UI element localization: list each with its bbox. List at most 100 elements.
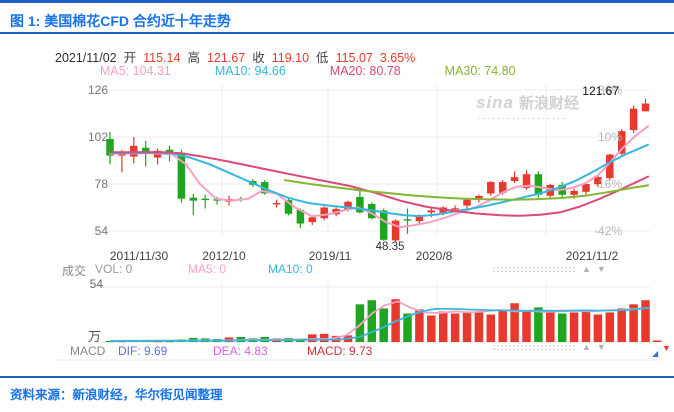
resize-corner-icon[interactable]: ◢	[652, 349, 659, 358]
volume-bar	[403, 313, 412, 342]
candle-body	[415, 216, 424, 222]
candle-body	[403, 219, 412, 221]
volume-bar	[379, 308, 388, 342]
volume-bar	[415, 309, 424, 342]
volume-bar	[581, 311, 591, 342]
scroll-dots[interactable]	[492, 266, 576, 273]
volume-volma10-line	[109, 306, 651, 342]
volume-bar	[319, 333, 329, 342]
volume-axis-max: 54	[89, 277, 103, 291]
scroll-dots[interactable]	[492, 344, 576, 351]
volume-bar	[105, 340, 115, 343]
candle-body	[189, 197, 198, 201]
volume-bar	[367, 300, 377, 342]
quote-date: 2021/11/02	[55, 51, 117, 65]
volume-bar	[522, 311, 531, 342]
low-value: 115.07	[335, 51, 373, 65]
volume-bar	[534, 307, 543, 342]
volume-bar-partial	[652, 340, 662, 342]
price-ma30-line	[284, 179, 649, 201]
volume-bar	[474, 312, 484, 342]
candle-body	[130, 145, 138, 157]
candle-body	[272, 202, 281, 205]
figure-title: 图 1: 美国棉花CFD 合约近十年走势	[10, 13, 231, 29]
candle-body	[391, 220, 400, 241]
volume-pane-label: 成交	[62, 264, 87, 278]
candle-body	[177, 152, 186, 199]
candle-body	[308, 217, 317, 223]
candle-body	[534, 174, 543, 195]
volume-bar	[641, 300, 650, 342]
candle-body	[606, 154, 614, 179]
macd-dea-value: DEA: 4.83	[213, 344, 268, 358]
open-value: 115.14	[143, 51, 181, 65]
price-tick-label: 102	[87, 130, 108, 144]
candle-body	[617, 131, 626, 154]
x-axis-label: 2020/8	[415, 249, 453, 263]
lower-scroll-control[interactable]: ▲ ▼	[492, 343, 606, 352]
change-percent: 3.65%	[379, 51, 416, 65]
candle-body	[296, 209, 305, 224]
top-border-line	[0, 0, 674, 3]
volume-bar	[308, 334, 317, 342]
high-value: 121.67	[206, 51, 246, 65]
price-tick-label: 78	[94, 177, 108, 191]
ohlc-quote-row: 2021/11/02 开 115.14 高 121.67 收 119.10 低 …	[55, 47, 415, 66]
volume-bar	[510, 303, 519, 342]
scroll-down-icon[interactable]: ▼	[596, 342, 606, 352]
footer-divider-line	[0, 376, 674, 378]
price-ma10-line	[109, 143, 649, 218]
volume-bar	[450, 313, 460, 342]
volume-bar	[569, 312, 579, 342]
source-note: 资料来源：新浪财经，华尔街见闻整理	[10, 388, 223, 402]
percent-tick-label: 36%	[597, 83, 622, 97]
x-axis-label: 2019/11	[308, 249, 352, 263]
candle-body	[475, 195, 483, 201]
candle-body	[213, 199, 221, 201]
vol-ma10-legend: MA10: 0	[268, 262, 313, 276]
macd-dif-value: DIF: 9.69	[118, 344, 168, 358]
close-label: 收	[252, 51, 265, 65]
candle-body	[487, 182, 495, 194]
scroll-down-red-icon[interactable]: ▼	[662, 343, 671, 353]
volume-bar	[605, 312, 615, 342]
macd-pane-label: MACD	[70, 344, 106, 358]
volume-bar	[557, 313, 567, 342]
price-annotation: 121.67	[582, 84, 619, 98]
ma20-legend: MA20: 80.78	[329, 64, 401, 78]
ma10-legend: MA10: 94.66	[214, 64, 286, 78]
watermark-subtext	[476, 116, 568, 121]
open-label: 开	[123, 51, 137, 65]
watermark-brand: sina	[476, 93, 515, 112]
volume-bar	[593, 314, 603, 342]
x-axis-label: 2012/10	[202, 249, 246, 263]
ma5-legend: MA5: 104.31	[100, 64, 171, 78]
title-divider-line	[0, 32, 674, 34]
vol-ma5-legend: MA5: 0	[188, 262, 227, 276]
high-label: 高	[187, 51, 200, 65]
candle-body	[344, 201, 352, 210]
volume-bar	[427, 315, 436, 342]
volume-bar	[498, 310, 507, 342]
scroll-up-icon[interactable]: ▲	[582, 342, 591, 352]
candle-body	[641, 103, 650, 112]
candle-body	[356, 196, 364, 213]
upper-scroll-control[interactable]: ▲ ▼	[492, 265, 606, 274]
scroll-up-icon[interactable]: ▲	[582, 264, 591, 274]
percent-tick-label: -42%	[593, 224, 622, 238]
volume-bar	[355, 304, 365, 342]
x-axis-label: 2021/11/2	[565, 249, 619, 263]
price-tick-label: 126	[87, 83, 108, 97]
vol-legend: VOL: 0	[95, 262, 133, 276]
volume-bar	[629, 304, 638, 342]
sina-watermark: sina 新浪财经	[476, 92, 579, 121]
candle-body	[106, 138, 114, 156]
candle-body	[594, 177, 602, 184]
volume-bar	[546, 310, 555, 342]
price-ma20-line	[109, 151, 649, 217]
candle-body	[522, 174, 531, 188]
scroll-down-icon[interactable]: ▼	[596, 264, 606, 274]
percent-tick-label: 10%	[597, 130, 622, 144]
